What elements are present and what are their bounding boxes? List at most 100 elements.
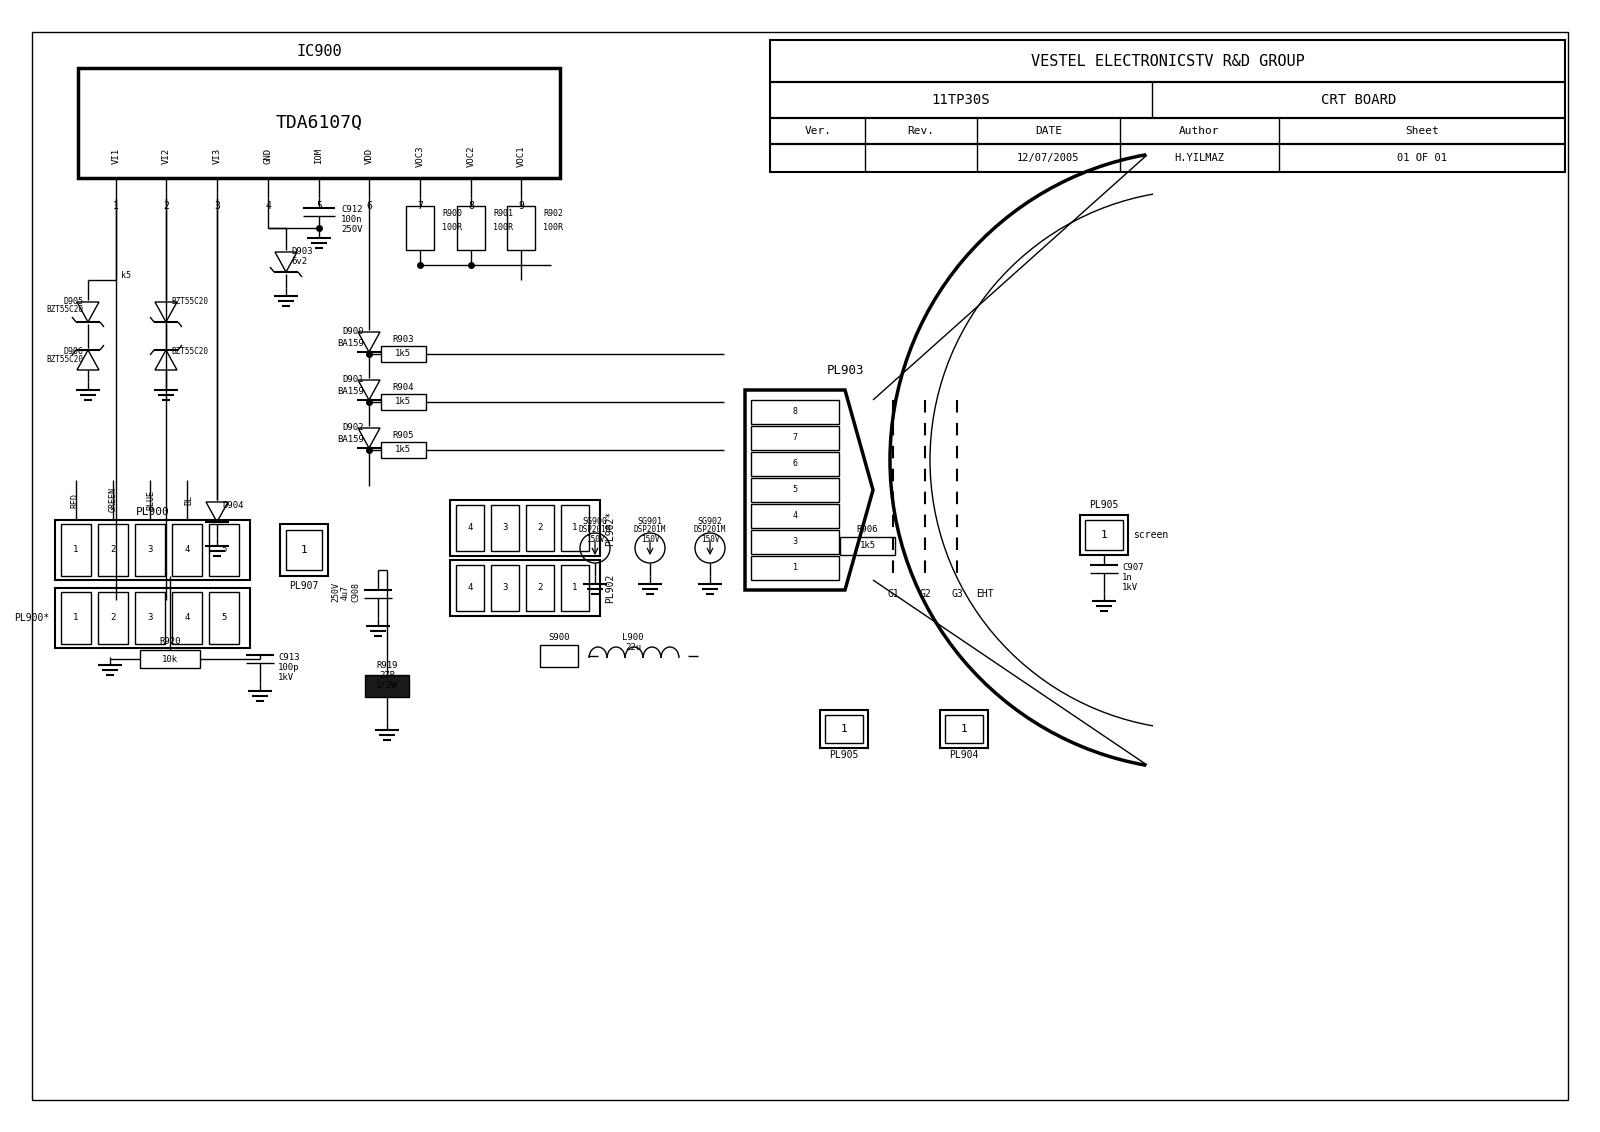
Text: 9: 9	[518, 201, 523, 211]
Text: BA159: BA159	[338, 340, 365, 349]
Text: 3: 3	[214, 201, 219, 211]
Text: BL: BL	[184, 495, 194, 505]
Text: 27R: 27R	[379, 670, 395, 679]
Text: 7: 7	[418, 201, 422, 211]
Text: GND: GND	[264, 148, 272, 164]
Text: PL903: PL903	[826, 363, 864, 377]
Text: PL900*: PL900*	[14, 614, 50, 623]
Text: 100R: 100R	[493, 223, 514, 232]
Text: 1: 1	[792, 564, 797, 573]
Text: 1: 1	[1101, 530, 1107, 540]
Bar	[78, 68, 560, 178]
Bar	[750, 452, 838, 475]
Bar	[456, 505, 483, 551]
Text: 250V: 250V	[341, 225, 363, 234]
Text: R903: R903	[392, 335, 414, 344]
Text: 6: 6	[792, 460, 797, 469]
Text: 1: 1	[960, 724, 968, 734]
Text: PL900: PL900	[136, 507, 170, 517]
Text: Rev.: Rev.	[907, 126, 934, 136]
Text: 1: 1	[840, 724, 848, 734]
Text: SG902: SG902	[698, 517, 723, 526]
Text: 1: 1	[573, 523, 578, 532]
Text: GREEN: GREEN	[109, 488, 117, 513]
Bar	[562, 565, 589, 611]
Text: 4u7: 4u7	[341, 584, 350, 600]
Text: SG901: SG901	[637, 517, 662, 526]
Text: D903: D903	[291, 248, 312, 257]
Text: 8: 8	[469, 201, 474, 211]
Text: R920: R920	[160, 637, 181, 646]
Bar	[54, 520, 250, 580]
Text: DATE: DATE	[1035, 126, 1062, 136]
Bar	[840, 537, 894, 555]
Text: 150V: 150V	[640, 535, 659, 544]
Text: D904: D904	[222, 500, 243, 509]
Text: BLUE: BLUE	[147, 490, 155, 511]
Text: 4: 4	[266, 201, 270, 211]
Text: G3: G3	[950, 589, 963, 599]
Bar	[98, 524, 128, 576]
Text: DSP201M: DSP201M	[579, 525, 611, 534]
Bar	[750, 530, 838, 554]
Text: k5: k5	[122, 271, 131, 280]
Bar	[61, 592, 91, 644]
Text: BZT55C20: BZT55C20	[171, 298, 208, 307]
Bar	[286, 530, 322, 571]
Text: IC900: IC900	[296, 44, 342, 60]
Text: 5: 5	[221, 614, 227, 623]
Text: PL905: PL905	[1090, 500, 1118, 511]
Text: 6v2: 6v2	[291, 257, 307, 266]
Bar	[450, 500, 600, 556]
Text: 1/2W: 1/2W	[376, 680, 398, 689]
Bar	[770, 40, 1565, 82]
Bar	[98, 592, 128, 644]
Text: 1: 1	[301, 544, 307, 555]
Text: PL904: PL904	[949, 751, 979, 760]
Text: screen: screen	[1133, 530, 1168, 540]
Text: R905: R905	[392, 431, 414, 440]
Text: 3: 3	[147, 614, 152, 623]
Text: 1: 1	[114, 201, 118, 211]
Text: 12/07/2005: 12/07/2005	[1018, 153, 1080, 163]
Text: 2: 2	[110, 546, 115, 555]
Text: R902: R902	[542, 209, 563, 218]
Bar	[61, 524, 91, 576]
Text: Ver.: Ver.	[805, 126, 832, 136]
Bar	[562, 505, 589, 551]
Text: 2: 2	[538, 523, 542, 532]
Bar	[750, 400, 838, 424]
Text: 100p: 100p	[278, 662, 299, 671]
Text: 1k5: 1k5	[859, 541, 875, 550]
Text: 1k5: 1k5	[395, 350, 411, 359]
Text: 01 OF 01: 01 OF 01	[1397, 153, 1446, 163]
Text: 1kV: 1kV	[278, 672, 294, 681]
Bar	[526, 505, 554, 551]
Text: PL902: PL902	[605, 573, 614, 602]
Bar	[134, 524, 165, 576]
Text: L900: L900	[622, 633, 643, 642]
Bar	[458, 206, 485, 250]
Text: VI3: VI3	[213, 148, 221, 164]
Text: H.YILMAZ: H.YILMAZ	[1174, 153, 1224, 163]
Text: VDD: VDD	[365, 148, 373, 164]
Bar	[381, 441, 426, 458]
Bar	[750, 504, 838, 528]
Text: D902: D902	[342, 423, 365, 432]
Text: 1: 1	[74, 546, 78, 555]
Text: CRT BOARD: CRT BOARD	[1320, 93, 1395, 108]
Text: Sheet: Sheet	[1405, 126, 1438, 136]
Text: R901: R901	[493, 209, 514, 218]
Bar	[750, 426, 838, 451]
Bar	[770, 144, 1565, 172]
Text: 4: 4	[184, 546, 190, 555]
Text: 150V: 150V	[701, 535, 720, 544]
Bar	[750, 556, 838, 580]
Text: R900: R900	[442, 209, 462, 218]
Bar	[491, 565, 518, 611]
Bar	[1085, 520, 1123, 550]
Bar	[541, 645, 578, 667]
Text: DSP201M: DSP201M	[634, 525, 666, 534]
Text: 2: 2	[163, 201, 170, 211]
Bar	[381, 346, 426, 362]
